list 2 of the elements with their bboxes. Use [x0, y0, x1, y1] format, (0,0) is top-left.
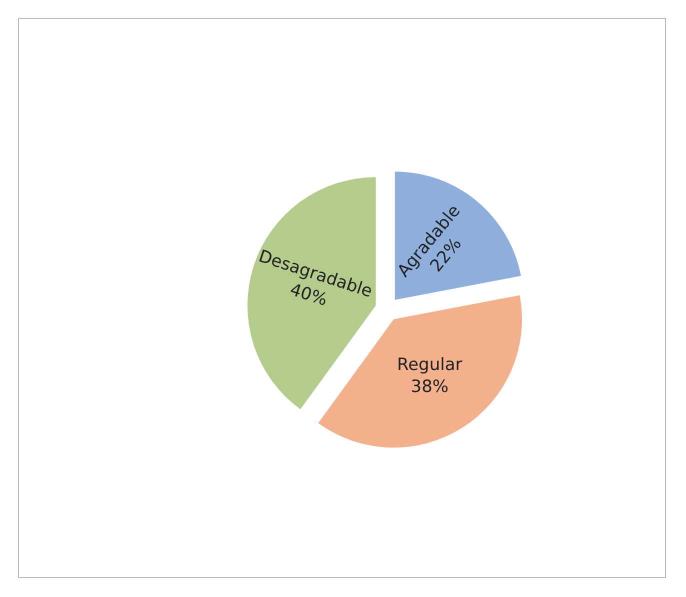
slice-label: Regular — [397, 355, 462, 376]
data-label: 38% — [410, 377, 449, 398]
